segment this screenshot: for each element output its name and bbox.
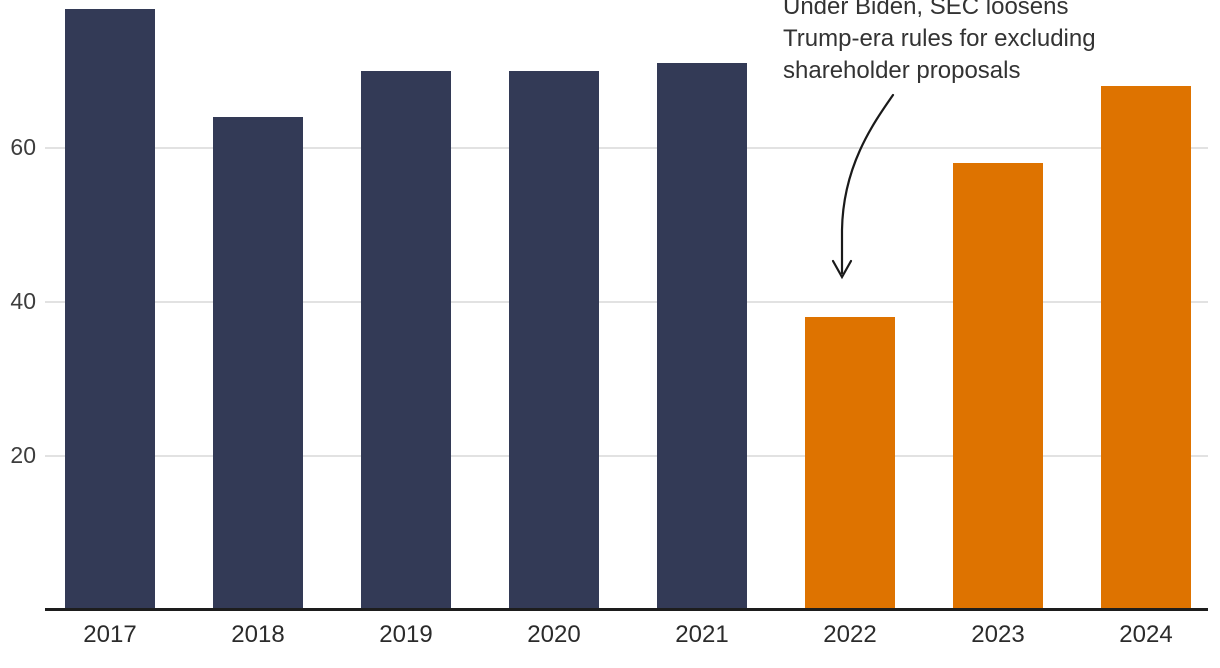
- bar-2020: [509, 71, 599, 610]
- x-axis-line: [45, 608, 1208, 611]
- annotation-line-2: Trump-era rules for excluding: [783, 25, 1096, 52]
- annotation-line-3: shareholder proposals: [783, 57, 1021, 84]
- x-tick-label-2023: 2023: [971, 621, 1025, 648]
- annotation-line-1: Under Biden, SEC loosens: [783, 0, 1069, 20]
- y-tick-label-60: 60: [10, 134, 36, 160]
- bar-2018: [213, 117, 303, 610]
- bar-2023: [953, 163, 1043, 610]
- gridline-40: [45, 301, 1208, 303]
- gridline-60: [45, 147, 1208, 149]
- bar-2024: [1101, 86, 1191, 610]
- x-tick-label-2017: 2017: [83, 621, 137, 648]
- y-tick-label-40: 40: [10, 288, 36, 314]
- gridline-20: [45, 455, 1208, 457]
- x-tick-label-2019: 2019: [379, 621, 433, 648]
- x-tick-label-2022: 2022: [823, 621, 877, 648]
- x-tick-label-2018: 2018: [231, 621, 285, 648]
- y-tick-label-20: 20: [10, 442, 36, 468]
- bar-2017: [65, 9, 155, 610]
- x-tick-label-2021: 2021: [675, 621, 729, 648]
- bar-2019: [361, 71, 451, 610]
- bar-2021: [657, 63, 747, 610]
- x-tick-label-2024: 2024: [1119, 621, 1173, 648]
- annotation-arrow-icon: [831, 93, 895, 280]
- annotation-text: Under Biden, SEC loosens Trump-era rules…: [783, 0, 1096, 87]
- x-tick-label-2020: 2020: [527, 621, 581, 648]
- bar-2022: [805, 317, 895, 610]
